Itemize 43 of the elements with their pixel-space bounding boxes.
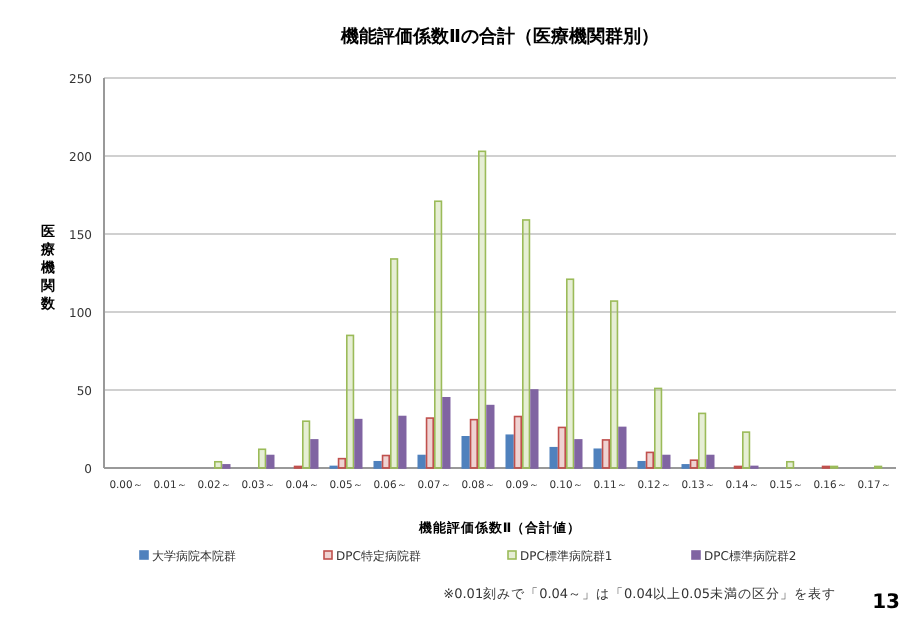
bar — [654, 387, 663, 469]
bar — [398, 415, 407, 469]
bar — [434, 200, 443, 469]
bar — [689, 459, 698, 469]
bar — [557, 426, 566, 469]
bar — [425, 417, 434, 469]
bar — [618, 426, 627, 469]
bar — [390, 258, 399, 469]
bar — [601, 439, 610, 469]
bar — [214, 460, 223, 469]
bar — [566, 278, 575, 469]
bar — [417, 454, 426, 469]
bar — [786, 460, 795, 469]
bar — [381, 454, 390, 469]
bar — [637, 460, 646, 469]
bar — [742, 431, 751, 469]
bar — [258, 448, 267, 469]
bar — [513, 415, 522, 469]
bar — [337, 457, 346, 469]
bar — [706, 454, 715, 469]
bar — [645, 451, 654, 469]
bar — [461, 436, 470, 469]
chart-title: 機能評価係数Ⅱの合計（医療機関群別） — [339, 26, 659, 48]
bar — [522, 219, 531, 469]
bar — [574, 439, 583, 469]
bar — [354, 418, 363, 469]
bar — [486, 404, 495, 469]
bar — [346, 334, 355, 469]
bar — [373, 460, 382, 469]
bar — [549, 446, 558, 469]
bar — [442, 397, 451, 469]
bar — [478, 150, 487, 469]
bar — [266, 454, 275, 469]
bar — [530, 389, 539, 469]
bar — [310, 439, 319, 469]
bar — [610, 300, 619, 469]
bar — [662, 454, 671, 469]
bar — [505, 434, 514, 469]
bar — [698, 412, 707, 469]
bar — [469, 418, 478, 469]
bar — [302, 420, 311, 469]
text: 13 — [872, 592, 901, 614]
bar — [593, 448, 602, 469]
